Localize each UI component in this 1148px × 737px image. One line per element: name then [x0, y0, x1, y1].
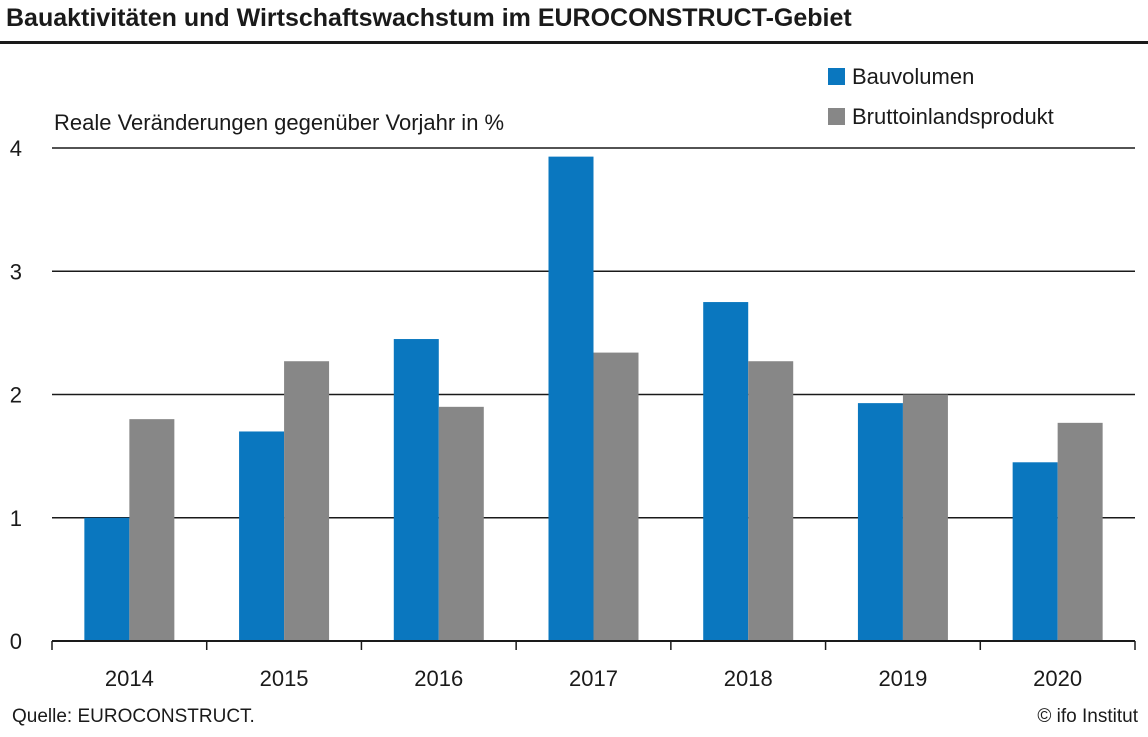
- bar-bip-2015: [284, 361, 330, 641]
- bar-bauvolumen-2017: [548, 156, 594, 641]
- bar-bip-2018: [748, 361, 794, 641]
- legend-label: Bauvolumen: [852, 64, 974, 89]
- bar-bauvolumen-2014: [84, 517, 130, 641]
- bar-bip-2014: [129, 419, 175, 641]
- bar-bip-2017: [593, 352, 639, 641]
- legend-swatch: [828, 108, 845, 125]
- y-tick-label: 0: [10, 629, 22, 654]
- x-tick-label: 2019: [878, 666, 927, 691]
- bars: [84, 156, 1103, 641]
- y-tick-label: 2: [10, 383, 22, 408]
- x-tick-label: 2020: [1033, 666, 1082, 691]
- legend-swatch: [828, 68, 845, 85]
- x-tick-label: 2016: [414, 666, 463, 691]
- x-tick-label: 2018: [724, 666, 773, 691]
- chart-title: Bauaktivitäten und Wirtschaftswachstum i…: [6, 4, 852, 32]
- legend: Bauvolumen Bruttoinlandsprodukt: [828, 64, 1054, 129]
- y-axis: 0 1 2 3 4: [10, 136, 22, 654]
- bar-bauvolumen-2019: [857, 403, 903, 641]
- bar-bauvolumen-2020: [1012, 462, 1058, 641]
- bar-bauvolumen-2018: [703, 302, 749, 641]
- chart-subtitle: Reale Veränderungen gegenüber Vorjahr in…: [54, 110, 504, 135]
- y-tick-label: 1: [10, 506, 22, 531]
- x-tick-label: 2015: [260, 666, 309, 691]
- y-tick-label: 3: [10, 259, 22, 284]
- bar-bip-2019: [902, 394, 948, 641]
- source-note: Quelle: EUROCONSTRUCT.: [12, 706, 255, 727]
- y-tick-label: 4: [10, 136, 22, 161]
- legend-label: Bruttoinlandsprodukt: [852, 104, 1054, 129]
- bar-bauvolumen-2016: [393, 339, 439, 641]
- x-axis: 2014 2015 2016 2017 2018 2019 2020: [51, 640, 1136, 691]
- bar-bip-2020: [1057, 422, 1103, 641]
- bar-bip-2016: [438, 406, 484, 641]
- title-rule: [0, 41, 1148, 44]
- x-tick-label: 2014: [105, 666, 154, 691]
- copyright-note: © ifo Institut: [1037, 706, 1138, 727]
- bar-bauvolumen-2015: [239, 431, 285, 641]
- x-tick-label: 2017: [569, 666, 618, 691]
